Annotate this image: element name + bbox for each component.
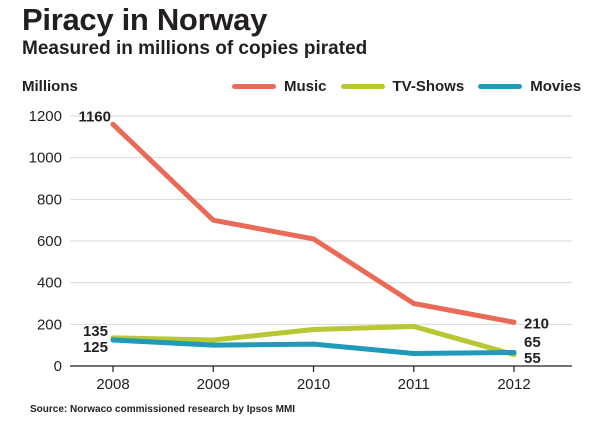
y-tick-label-600: 600 bbox=[37, 233, 62, 250]
data-label-tv-shows-2012: 55 bbox=[524, 350, 541, 367]
y-tick-label-400: 400 bbox=[37, 275, 62, 292]
y-tick-label-1200: 1200 bbox=[29, 108, 62, 125]
data-label-tv-shows-2008: 135 bbox=[83, 323, 108, 340]
x-tick-label-2011: 2011 bbox=[398, 376, 430, 393]
legend-item-music: Music bbox=[232, 78, 327, 95]
data-point-tv-shows-2010 bbox=[311, 327, 316, 333]
x-tick-label-2009: 2009 bbox=[197, 376, 230, 393]
data-label-movies-2012: 65 bbox=[524, 334, 541, 351]
legend-label-tv-shows: TV-Shows bbox=[392, 78, 465, 95]
legend-item-tv-shows: TV-Shows bbox=[340, 78, 465, 95]
y-tick-label-1000: 1000 bbox=[29, 150, 62, 167]
y-axis-label: Millions bbox=[22, 78, 78, 95]
data-point-movies-2012 bbox=[511, 349, 517, 355]
legend-swatch-tv-shows bbox=[340, 84, 385, 89]
data-point-music-2012 bbox=[511, 319, 517, 325]
data-point-tv-shows-2009 bbox=[210, 337, 216, 343]
data-point-music-2010 bbox=[311, 236, 316, 242]
data-point-movies-2008 bbox=[110, 337, 116, 343]
data-point-music-2009 bbox=[210, 217, 216, 223]
legend-swatch-movies bbox=[478, 84, 523, 89]
legend-item-movies: Movies bbox=[478, 78, 581, 95]
source-note: Source: Norwaco commissioned research by… bbox=[30, 404, 296, 415]
data-point-music-2011 bbox=[411, 301, 417, 306]
legend-label-movies: Movies bbox=[530, 78, 582, 95]
legend-label-music: Music bbox=[284, 78, 327, 95]
y-tick-label-200: 200 bbox=[37, 316, 62, 333]
x-tick-label-2012: 2012 bbox=[497, 376, 530, 393]
data-point-music-2008 bbox=[110, 121, 116, 127]
chart-subtitle: Measured in millions of copies pirated bbox=[22, 38, 368, 59]
x-tick-label-2010: 2010 bbox=[297, 376, 330, 393]
x-tick-label-2008: 2008 bbox=[96, 376, 129, 393]
legend-swatch-music bbox=[232, 84, 276, 89]
series-line-music bbox=[110, 121, 517, 325]
data-point-movies-2010 bbox=[311, 341, 316, 347]
y-tick-label-0: 0 bbox=[54, 358, 62, 375]
y-tick-label-800: 800 bbox=[37, 191, 62, 208]
chart-title: Piracy in Norway bbox=[22, 2, 268, 37]
data-point-movies-2009 bbox=[210, 342, 216, 348]
data-point-tv-shows-2011 bbox=[411, 323, 417, 329]
chart-legend: Music TV-Shows Movies bbox=[232, 78, 581, 95]
data-label-movies-2008: 125 bbox=[83, 339, 108, 356]
data-label-music-2008: 1160 bbox=[78, 108, 111, 125]
data-point-movies-2011 bbox=[411, 351, 417, 356]
data-label-music-2012: 210 bbox=[524, 315, 549, 332]
